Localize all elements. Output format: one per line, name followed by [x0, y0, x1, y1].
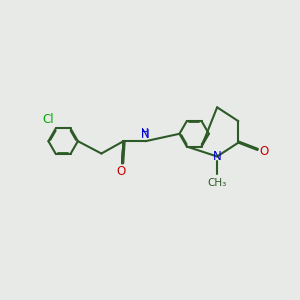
Text: CH₃: CH₃ [208, 178, 227, 188]
Text: N: N [213, 150, 221, 163]
Text: H: H [141, 128, 149, 138]
Text: O: O [116, 165, 125, 178]
Text: N: N [141, 128, 149, 141]
Text: O: O [259, 145, 268, 158]
Text: Cl: Cl [43, 113, 54, 126]
